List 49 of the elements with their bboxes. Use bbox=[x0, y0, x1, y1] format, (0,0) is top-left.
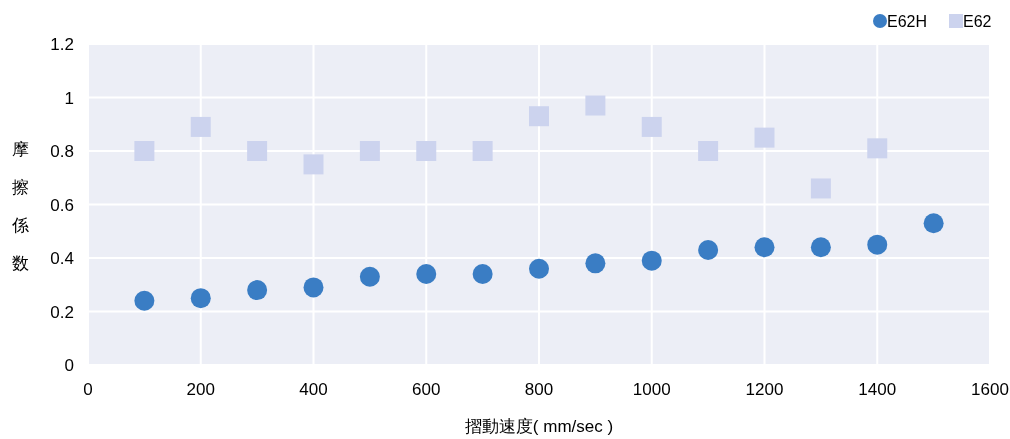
point bbox=[585, 95, 606, 116]
y-axis-title: 摩擦係数 bbox=[10, 140, 29, 273]
x-axis-title: 摺動速度( mm/sec ) bbox=[464, 417, 614, 436]
point bbox=[416, 141, 437, 161]
point bbox=[247, 141, 268, 161]
point bbox=[416, 264, 437, 285]
x-tick-label: 400 bbox=[299, 380, 328, 399]
point bbox=[472, 141, 493, 161]
point bbox=[867, 138, 888, 159]
point bbox=[923, 213, 944, 234]
point bbox=[641, 116, 662, 137]
x-tick-label: 1400 bbox=[858, 380, 897, 399]
point bbox=[698, 239, 719, 260]
point bbox=[472, 264, 493, 285]
point bbox=[529, 106, 549, 127]
point bbox=[359, 266, 380, 287]
y-tick-label: 0 bbox=[64, 356, 74, 375]
point bbox=[810, 178, 831, 199]
point bbox=[585, 253, 606, 274]
y-tick-label: 0.8 bbox=[50, 142, 74, 161]
y-tick-label: 0.6 bbox=[50, 195, 74, 215]
point bbox=[698, 141, 719, 161]
x-tick-label: 1000 bbox=[632, 380, 671, 399]
point bbox=[359, 141, 380, 161]
point bbox=[134, 290, 155, 311]
point bbox=[754, 127, 775, 148]
x-tick-label: 1600 bbox=[971, 380, 1009, 399]
point bbox=[641, 250, 662, 271]
point bbox=[754, 237, 775, 258]
x-tick-label: 600 bbox=[412, 380, 441, 399]
y-tick-label: 1 bbox=[64, 88, 74, 108]
x-tick-label: 800 bbox=[524, 380, 554, 399]
point bbox=[247, 280, 268, 301]
y-tick-label: 0.4 bbox=[50, 249, 74, 268]
y-tick-label: 1.2 bbox=[50, 35, 74, 54]
point bbox=[810, 237, 831, 258]
point bbox=[190, 288, 211, 309]
point bbox=[190, 116, 211, 137]
x-tick-label: 1200 bbox=[745, 380, 784, 399]
point bbox=[867, 234, 888, 255]
x-tick-label: 200 bbox=[186, 380, 215, 399]
legend-label: E62 bbox=[963, 13, 992, 30]
x-tick-label: 0 bbox=[83, 380, 93, 399]
y-tick-label: 0.2 bbox=[50, 302, 74, 322]
legend-label: E62H bbox=[887, 13, 928, 30]
point bbox=[134, 141, 155, 161]
point bbox=[303, 277, 324, 298]
point bbox=[529, 258, 549, 279]
point bbox=[303, 154, 324, 175]
